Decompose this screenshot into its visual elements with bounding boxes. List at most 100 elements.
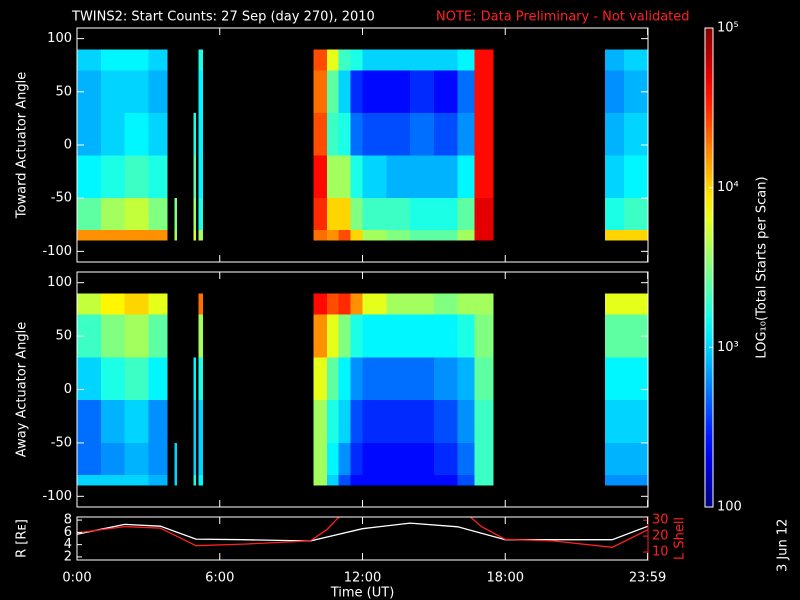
heatmap-cell [474, 230, 494, 241]
date: 3 Jun 12 [776, 519, 791, 572]
heatmap-cell [77, 314, 101, 358]
heatmap-cell [313, 314, 327, 358]
heatmap-cell [198, 314, 204, 358]
colorbar [704, 27, 714, 508]
heatmap-cell [624, 314, 648, 358]
heatmap-cell [410, 198, 434, 231]
heatmap-cell [386, 314, 411, 358]
colorbar-tick-label: 10³ [717, 340, 739, 355]
y2-tick-label: 10 [652, 545, 669, 560]
y-tick-label: 2 [64, 549, 72, 564]
heatmap-cell [124, 474, 149, 486]
heatmap-cell [338, 293, 351, 315]
heatmap-cell [410, 442, 434, 475]
heatmap-cell [193, 357, 196, 401]
heatmap-cell [410, 474, 434, 486]
colorbar-tick-label: 10⁵ [717, 21, 739, 36]
heatmap-cell [433, 198, 458, 231]
heatmap-cell [338, 400, 351, 443]
heatmap-cell [386, 155, 411, 199]
heatmap-cell [326, 314, 339, 358]
heatmap-cell [624, 474, 648, 486]
heatmap-cell [624, 400, 648, 443]
heatmap-cell [474, 155, 494, 199]
heatmap-cell [474, 293, 494, 315]
heatmap-cell [410, 400, 434, 443]
heatmap-cell [313, 198, 327, 231]
heatmap-cell [350, 293, 363, 315]
heatmap-cell [100, 442, 125, 475]
heatmap-cell [474, 314, 494, 358]
heatmap-cell [77, 293, 101, 315]
heatmap-cell [326, 198, 339, 231]
heatmap-cell [326, 442, 339, 475]
heatmap-cell [433, 49, 458, 71]
heatmap-cell [77, 70, 101, 114]
heatmap-cell [193, 400, 196, 443]
heatmap-cell [338, 70, 351, 114]
heatmap-cell [457, 70, 475, 114]
heatmap-cell [313, 293, 327, 315]
heatmap-cell [605, 155, 625, 199]
heatmap-cell [362, 49, 387, 71]
heatmap-cell [350, 198, 363, 231]
heatmap-cell [100, 70, 125, 114]
heatmap-cell [386, 230, 411, 241]
heatmap-cell [124, 314, 149, 358]
heatmap-cell [198, 70, 204, 114]
y2-tick-label: 20 [652, 529, 669, 544]
heatmap-cell [624, 49, 648, 71]
heatmap-cell [624, 442, 648, 475]
heatmap-cell [124, 293, 149, 315]
colorbar-label: LOG₁₀(Total Starts per Scan) [755, 176, 770, 358]
heatmap-cell [433, 442, 458, 475]
y-tick-label: 0 [64, 382, 72, 397]
heatmap-cell [433, 155, 458, 199]
heatmap-cell [174, 474, 177, 486]
heatmap-cell [474, 442, 494, 475]
heatmap-cell [338, 198, 351, 231]
heatmap-cell [624, 230, 648, 241]
heatmap-cell [350, 442, 363, 475]
heatmap-cell [77, 474, 101, 486]
heatmap-cell [77, 400, 101, 443]
heatmap-cell [326, 230, 339, 241]
heatmap-cell [457, 400, 475, 443]
heatmap-cell [362, 230, 387, 241]
heatmap-cell [433, 314, 458, 358]
heatmap-cell [193, 155, 196, 199]
heatmap-cell [313, 474, 327, 486]
heatmap-cell [326, 357, 339, 401]
heatmap-cell [457, 314, 475, 358]
heatmap-cell [624, 293, 648, 315]
note: NOTE: Data Preliminary - Not validated [436, 10, 690, 25]
heatmap-cell [433, 70, 458, 114]
heatmap-cell [313, 155, 327, 199]
heatmap-cell [338, 442, 351, 475]
heatmap-cell [100, 198, 125, 231]
heatmap-cell [77, 442, 101, 475]
heatmap-cell [386, 357, 411, 401]
heatmap-cell [77, 198, 101, 231]
heatmap-cell [605, 293, 625, 315]
heatmap-cell [362, 474, 387, 486]
heatmap-cell [198, 113, 204, 156]
y-tick-label: 8 [64, 513, 72, 528]
heatmap-cell [198, 293, 204, 315]
heatmap-cell [457, 198, 475, 231]
heatmap-cell [386, 113, 411, 156]
heatmap-cell [338, 357, 351, 401]
y2-axis-label: L Shell [673, 517, 688, 560]
heatmap-cell [350, 113, 363, 156]
heatmap-cell [624, 70, 648, 114]
heatmap-cell [100, 155, 125, 199]
heatmap-cell [605, 198, 625, 231]
heatmap-cell [362, 198, 387, 231]
y-tick-label: 100 [47, 31, 72, 46]
heatmap-cell [338, 230, 351, 241]
y-tick-label: 4 [64, 537, 72, 552]
heatmap-cell [124, 357, 149, 401]
heatmap-cell [100, 293, 125, 315]
heatmap-cell [410, 49, 434, 71]
heatmap-cell [77, 230, 101, 241]
